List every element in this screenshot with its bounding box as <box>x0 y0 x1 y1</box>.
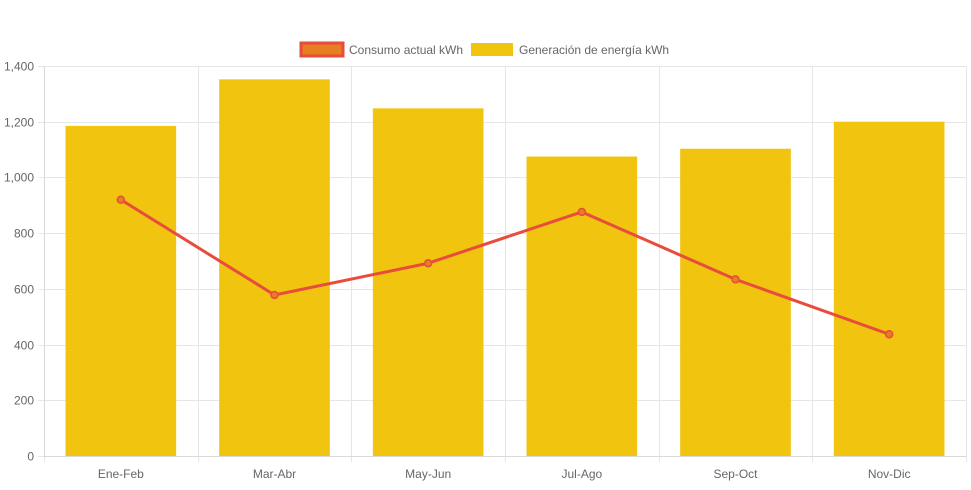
bar-generacion[interactable] <box>65 125 177 457</box>
y-tick-label: 1,000 <box>4 171 34 185</box>
point-consumo[interactable] <box>577 207 587 217</box>
grid <box>38 66 967 462</box>
bar-generacion[interactable] <box>526 156 638 457</box>
point-consumo[interactable] <box>423 258 433 268</box>
point-consumo[interactable] <box>884 330 894 339</box>
x-tick-label: Nov-Dic <box>868 467 911 481</box>
x-tick-label: Sep-Oct <box>713 467 758 481</box>
y-tick-label: 1,400 <box>4 60 34 74</box>
point-consumo[interactable] <box>116 195 126 204</box>
bar-generacion[interactable] <box>219 79 330 456</box>
y-tick-label: 800 <box>14 227 34 241</box>
point-consumo[interactable] <box>270 290 279 300</box>
bar-generacion[interactable] <box>680 148 791 456</box>
legend-label-consumo[interactable]: Consumo actual kWh <box>349 43 463 57</box>
line-series-consumo <box>116 195 894 339</box>
legend-swatch-consumo[interactable] <box>299 41 345 58</box>
y-tick-label: 200 <box>14 394 34 408</box>
bar-generacion[interactable] <box>372 108 484 456</box>
line-consumo <box>120 198 890 336</box>
legend-label-generacion[interactable]: Generación de energía kWh <box>519 43 669 57</box>
y-tick-label: 0 <box>27 450 34 464</box>
x-tick-label: Jul-Ago <box>561 467 602 481</box>
x-tick-label: Ene-Feb <box>98 467 144 481</box>
y-axis: 0 200 400 600 800 1,000 1,200 1,400 <box>4 60 45 464</box>
legend-swatch-generacion[interactable] <box>471 43 513 56</box>
legend[interactable]: Consumo actual kWh Generación de energía… <box>299 41 669 58</box>
x-tick-label: May-Jun <box>405 467 451 481</box>
y-tick-label: 400 <box>14 339 34 353</box>
y-tick-label: 600 <box>14 283 34 297</box>
x-tick-label: Mar-Abr <box>253 467 296 481</box>
x-axis: Ene-Feb Mar-Abr May-Jun Jul-Ago Sep-Oct Nov-D… <box>44 456 966 481</box>
y-tick-label: 1,200 <box>4 116 34 130</box>
bar-generacion[interactable] <box>833 121 945 456</box>
point-consumo[interactable] <box>731 275 740 284</box>
bar-series-generacion <box>65 79 945 457</box>
